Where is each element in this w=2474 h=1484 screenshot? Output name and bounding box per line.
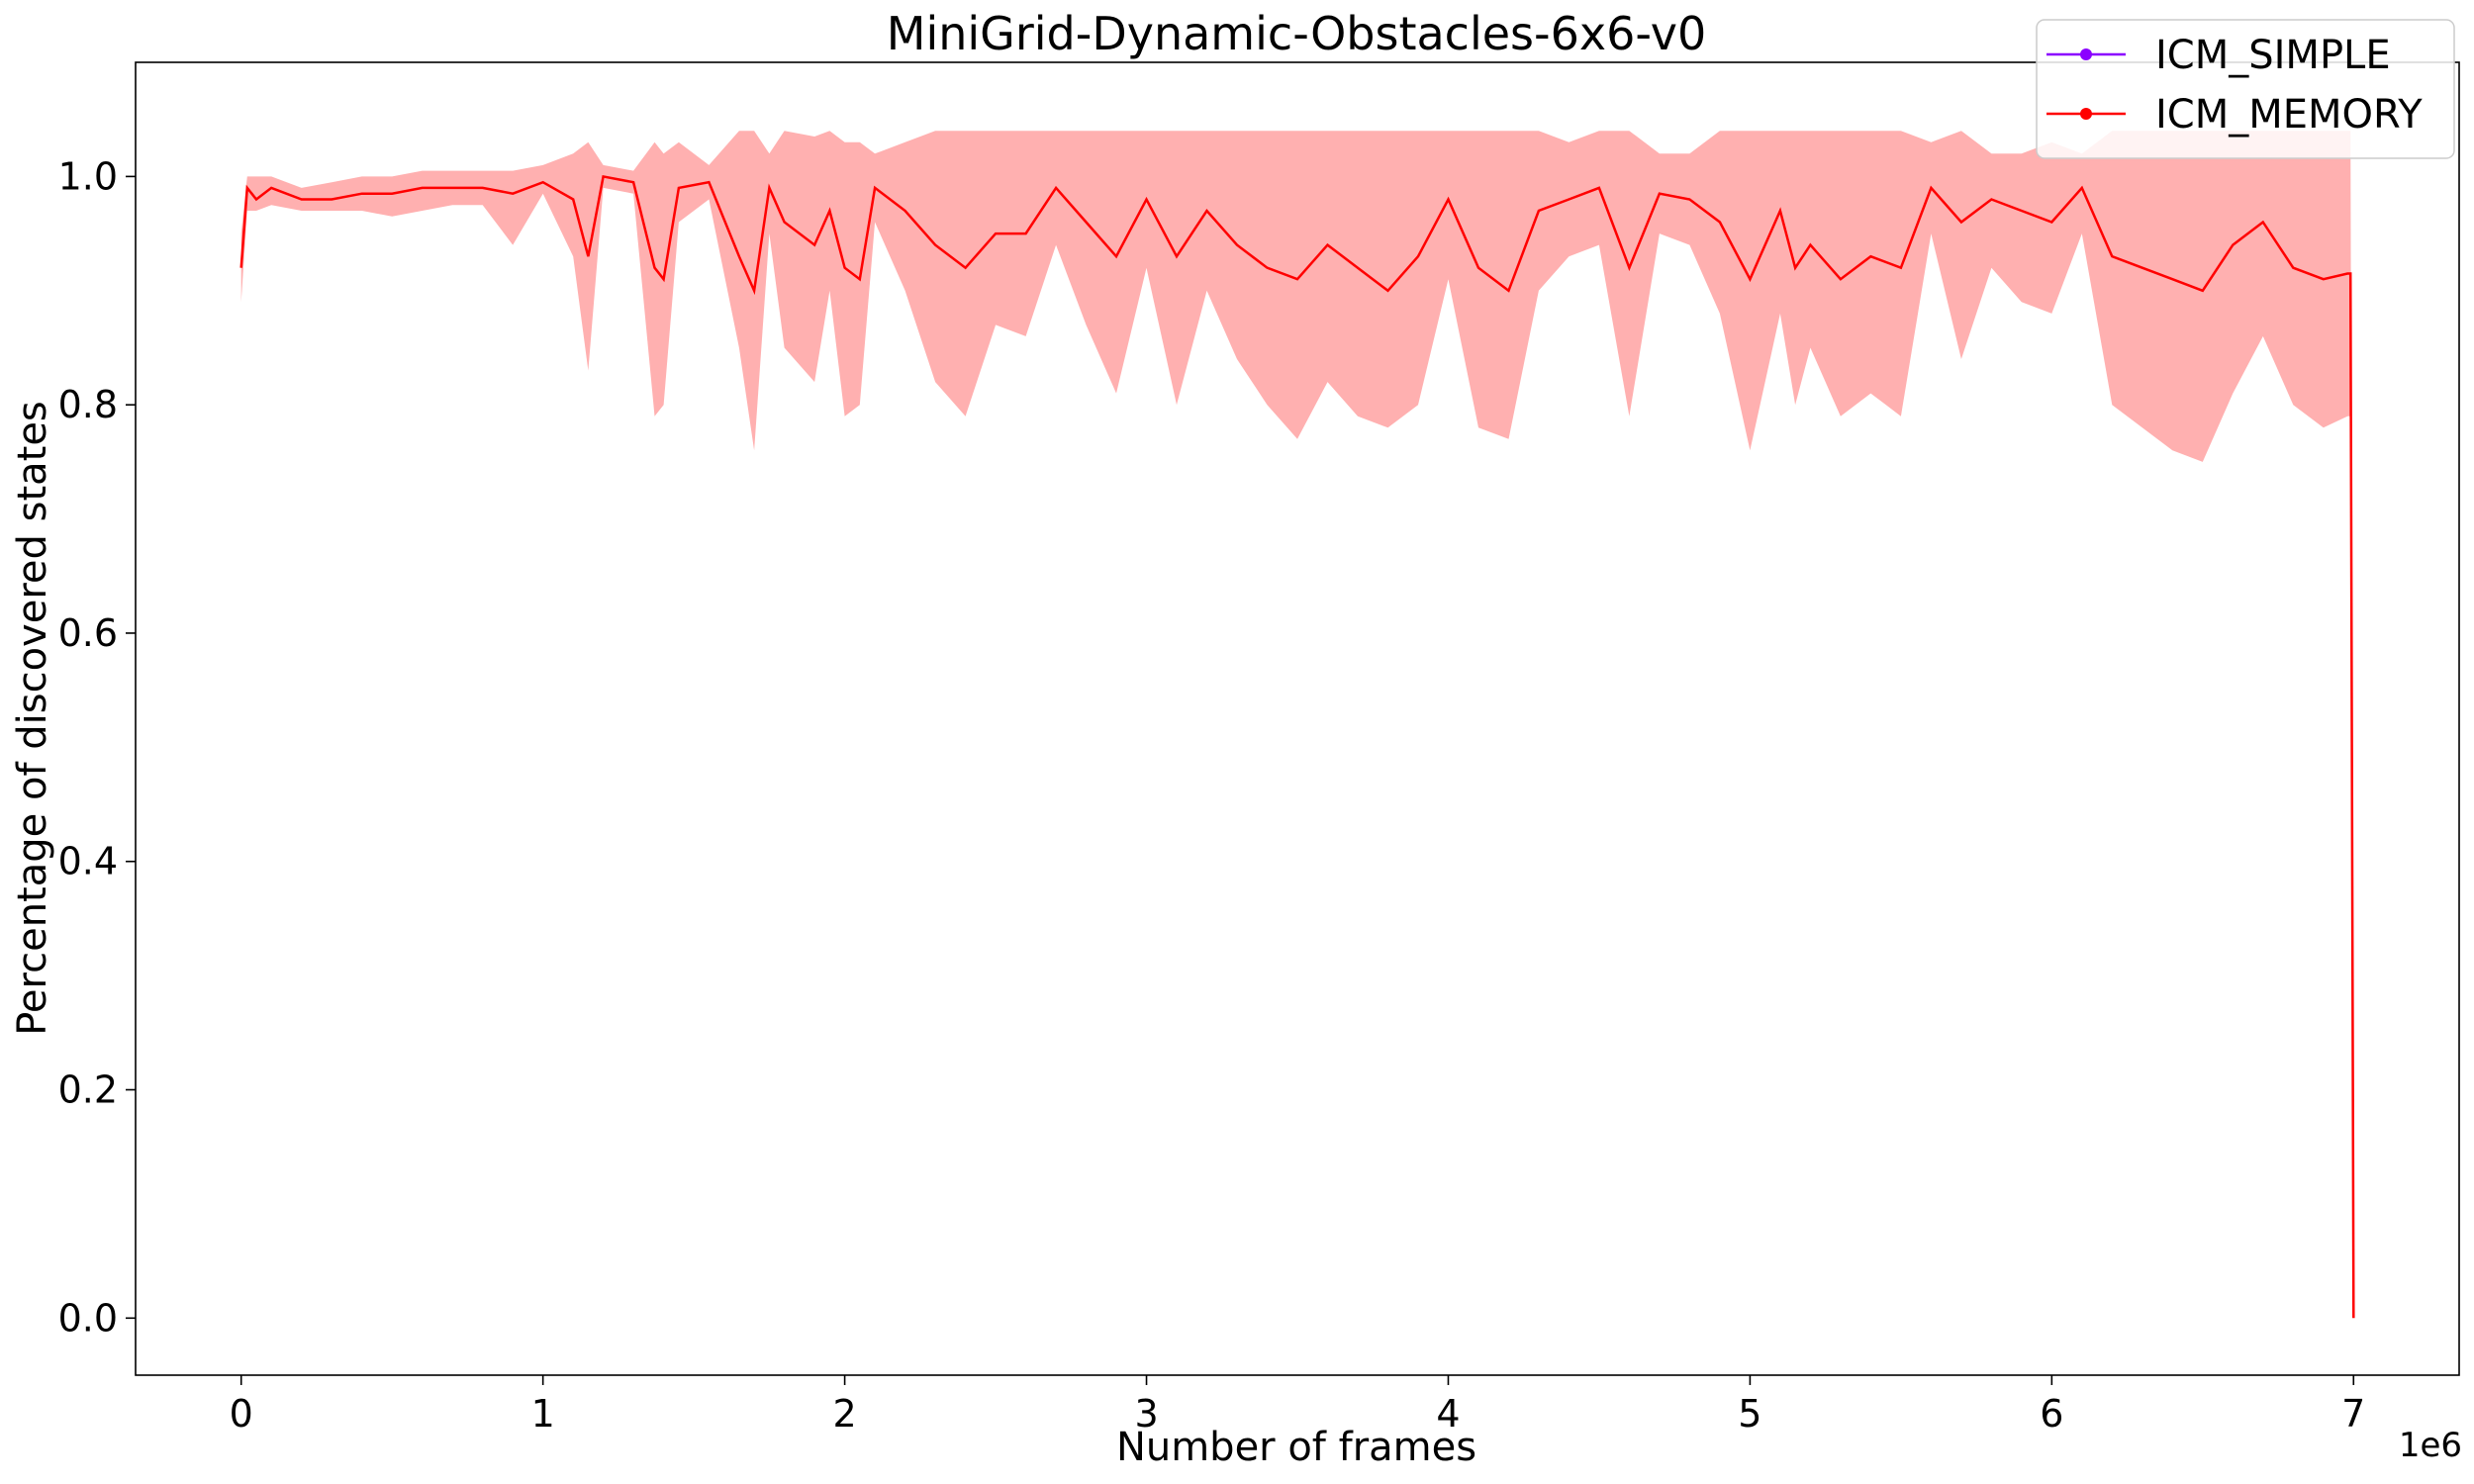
legend-marker-icm-memory: [2080, 108, 2092, 120]
legend-entry-icm-simple: ICM_SIMPLE: [2046, 33, 2391, 78]
y-tick-label: 1.0: [58, 154, 118, 198]
y-tick-label: 0.2: [58, 1068, 118, 1112]
x-tick-label: 2: [833, 1392, 857, 1436]
legend-label-icm-simple: ICM_SIMPLE: [2155, 33, 2391, 78]
x-tick-label: 6: [2040, 1392, 2063, 1436]
confidence-band-icm-memory: [240, 131, 2354, 1319]
legend-label-icm-memory: ICM_MEMORY: [2155, 92, 2423, 138]
plot-area-frame: [135, 61, 2460, 1376]
legend-entry-icm-memory: ICM_MEMORY: [2046, 92, 2423, 138]
x-axis-label: Number of frames: [1116, 1425, 1476, 1470]
x-tick-label: 1: [531, 1392, 555, 1436]
x-tick-label: 4: [1436, 1392, 1460, 1436]
x-tick-label: 0: [230, 1392, 253, 1436]
legend: ICM_SIMPLE ICM_MEMORY: [2036, 19, 2455, 159]
y-axis-label: Percentage of discovered states: [10, 401, 55, 1036]
y-tick-label: 0.8: [58, 383, 118, 426]
series-line-layer: [239, 174, 2355, 1319]
chart-title: MiniGrid-Dynamic-Obstacles-6x6-v0: [887, 7, 1706, 60]
y-tick-label: 0.4: [58, 840, 118, 883]
x-axis-offset-label: 1e6: [2399, 1426, 2462, 1465]
confidence-band-layer: [240, 131, 2354, 1319]
series-line-icm-memory: [239, 174, 2355, 1319]
x-axis-ticks: 0 1 2 3 4 5 6 7: [230, 1375, 2365, 1436]
y-axis-ticks: 0.0 0.2 0.4 0.6 0.8 1.0: [58, 154, 136, 1340]
x-tick-label: 5: [1738, 1392, 1761, 1436]
y-tick-label: 0.6: [58, 611, 118, 655]
legend-box: [2036, 19, 2455, 159]
y-tick-label: 0.0: [58, 1296, 118, 1340]
x-tick-label: 7: [2341, 1392, 2365, 1436]
x-tick-label: 3: [1134, 1392, 1158, 1436]
legend-marker-icm-simple: [2080, 48, 2092, 60]
